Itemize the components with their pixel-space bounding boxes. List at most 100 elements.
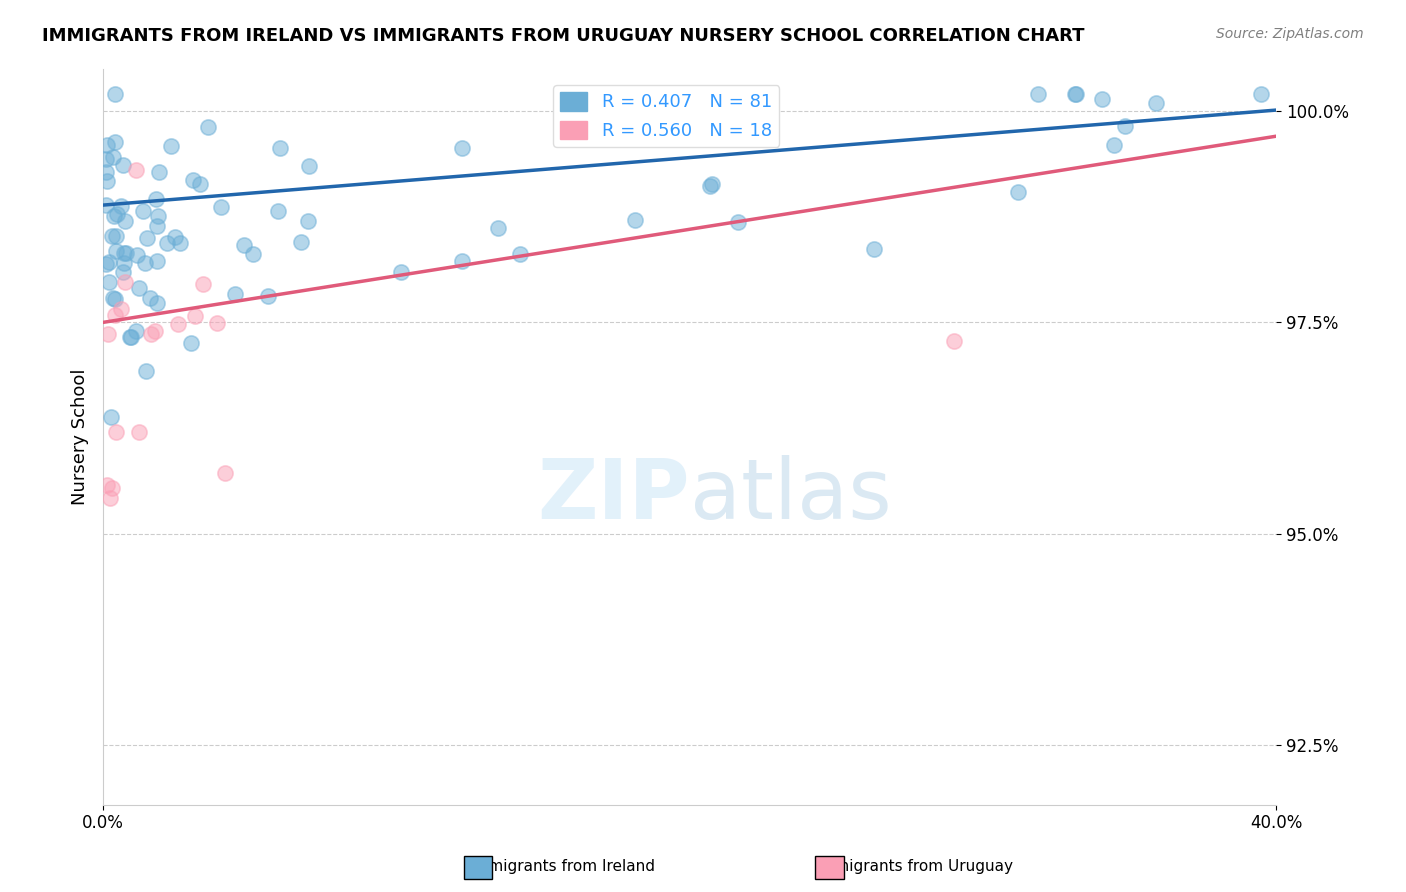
Immigrants from Ireland bbox=[120, 330, 142, 344]
Immigrants from Ireland bbox=[114, 214, 136, 228]
Immigrants from Ireland bbox=[1026, 87, 1049, 102]
Immigrants from Ireland bbox=[105, 207, 128, 221]
Immigrants from Ireland bbox=[118, 329, 141, 343]
Immigrants from Ireland bbox=[145, 192, 167, 206]
Immigrants from Ireland bbox=[96, 174, 118, 188]
Text: Immigrants from Uruguay: Immigrants from Uruguay bbox=[815, 859, 1012, 874]
Immigrants from Ireland bbox=[297, 214, 319, 228]
Immigrants from Uruguay bbox=[139, 327, 162, 342]
Immigrants from Ireland bbox=[624, 213, 647, 227]
Immigrants from Ireland bbox=[159, 138, 181, 153]
Immigrants from Ireland bbox=[110, 198, 132, 212]
Immigrants from Ireland bbox=[94, 164, 117, 178]
Immigrants from Ireland bbox=[224, 286, 246, 301]
Immigrants from Ireland bbox=[148, 165, 170, 179]
Immigrants from Ireland bbox=[156, 236, 179, 251]
Immigrants from Ireland bbox=[700, 178, 723, 192]
Immigrants from Uruguay bbox=[184, 309, 207, 323]
Immigrants from Ireland bbox=[101, 150, 124, 164]
Immigrants from Ireland bbox=[132, 203, 155, 218]
Immigrants from Ireland bbox=[560, 95, 582, 110]
Immigrants from Ireland bbox=[112, 256, 135, 270]
Immigrants from Ireland bbox=[134, 256, 156, 270]
Immigrants from Ireland bbox=[97, 275, 120, 289]
Legend: R = 0.407   N = 81, R = 0.560   N = 18: R = 0.407 N = 81, R = 0.560 N = 18 bbox=[553, 85, 779, 147]
Text: Immigrants from Ireland: Immigrants from Ireland bbox=[470, 859, 655, 874]
Immigrants from Ireland bbox=[266, 203, 288, 218]
Immigrants from Ireland bbox=[727, 215, 749, 229]
Immigrants from Ireland bbox=[94, 257, 117, 271]
Immigrants from Uruguay bbox=[105, 425, 128, 439]
Immigrants from Uruguay bbox=[104, 308, 127, 322]
Immigrants from Uruguay bbox=[143, 324, 166, 338]
Immigrants from Ireland bbox=[256, 289, 278, 303]
Immigrants from Ireland bbox=[209, 201, 232, 215]
Text: ZIP: ZIP bbox=[537, 455, 689, 536]
Immigrants from Ireland bbox=[1063, 87, 1085, 101]
Immigrants from Ireland bbox=[94, 198, 117, 212]
Immigrants from Uruguay bbox=[214, 466, 236, 480]
Immigrants from Ireland bbox=[127, 247, 149, 261]
Immigrants from Ireland bbox=[1007, 185, 1029, 199]
Immigrants from Ireland bbox=[451, 254, 474, 268]
Immigrants from Ireland bbox=[101, 291, 124, 305]
Immigrants from Ireland bbox=[104, 292, 127, 306]
Immigrants from Ireland bbox=[94, 152, 117, 166]
Immigrants from Ireland bbox=[1064, 87, 1087, 101]
Immigrants from Ireland bbox=[104, 135, 127, 149]
Immigrants from Ireland bbox=[1091, 92, 1114, 106]
Immigrants from Ireland bbox=[242, 247, 264, 261]
Immigrants from Uruguay bbox=[114, 275, 136, 289]
Text: IMMIGRANTS FROM IRELAND VS IMMIGRANTS FROM URUGUAY NURSERY SCHOOL CORRELATION CH: IMMIGRANTS FROM IRELAND VS IMMIGRANTS FR… bbox=[42, 27, 1084, 45]
Immigrants from Ireland bbox=[98, 255, 121, 269]
Immigrants from Ireland bbox=[145, 253, 167, 268]
Immigrants from Ireland bbox=[105, 244, 128, 258]
Y-axis label: Nursery School: Nursery School bbox=[72, 368, 89, 505]
Text: atlas: atlas bbox=[689, 455, 891, 536]
Immigrants from Ireland bbox=[101, 228, 124, 243]
Immigrants from Ireland bbox=[269, 141, 291, 155]
Immigrants from Ireland bbox=[232, 238, 254, 252]
Immigrants from Ireland bbox=[103, 209, 125, 223]
Immigrants from Ireland bbox=[96, 137, 118, 152]
Immigrants from Uruguay bbox=[942, 334, 965, 348]
Immigrants from Ireland bbox=[1250, 87, 1272, 101]
Immigrants from Ireland bbox=[486, 221, 509, 235]
Immigrants from Ireland bbox=[699, 178, 721, 193]
Immigrants from Ireland bbox=[183, 172, 205, 186]
Immigrants from Ireland bbox=[115, 246, 138, 260]
Immigrants from Uruguay bbox=[98, 491, 121, 505]
Immigrants from Uruguay bbox=[110, 301, 132, 316]
Immigrants from Ireland bbox=[104, 229, 127, 244]
Immigrants from Ireland bbox=[1102, 138, 1125, 153]
Immigrants from Uruguay bbox=[97, 326, 120, 341]
Immigrants from Ireland bbox=[146, 296, 169, 310]
Immigrants from Uruguay bbox=[193, 277, 215, 291]
Immigrants from Ireland bbox=[128, 281, 150, 295]
Immigrants from Ireland bbox=[125, 324, 148, 338]
Immigrants from Uruguay bbox=[125, 163, 148, 178]
Immigrants from Ireland bbox=[389, 264, 412, 278]
Immigrants from Ireland bbox=[112, 265, 135, 279]
Immigrants from Ireland bbox=[197, 120, 219, 135]
Immigrants from Ireland bbox=[112, 158, 135, 172]
Immigrants from Ireland bbox=[180, 336, 202, 351]
Immigrants from Uruguay bbox=[100, 481, 122, 495]
Immigrants from Ireland bbox=[135, 231, 157, 245]
Text: Source: ZipAtlas.com: Source: ZipAtlas.com bbox=[1216, 27, 1364, 41]
Immigrants from Ireland bbox=[450, 140, 472, 154]
Immigrants from Ireland bbox=[862, 242, 884, 256]
Immigrants from Ireland bbox=[1144, 95, 1167, 110]
Immigrants from Ireland bbox=[104, 87, 127, 101]
Immigrants from Ireland bbox=[1114, 120, 1136, 134]
Immigrants from Uruguay bbox=[128, 425, 150, 439]
Immigrants from Ireland bbox=[509, 247, 531, 261]
Immigrants from Ireland bbox=[165, 229, 187, 244]
Immigrants from Uruguay bbox=[96, 478, 118, 492]
Immigrants from Ireland bbox=[114, 246, 136, 260]
Immigrants from Ireland bbox=[135, 364, 157, 378]
Immigrants from Ireland bbox=[100, 409, 122, 424]
Immigrants from Uruguay bbox=[205, 316, 228, 330]
Immigrants from Ireland bbox=[297, 159, 319, 173]
Immigrants from Ireland bbox=[145, 219, 167, 234]
